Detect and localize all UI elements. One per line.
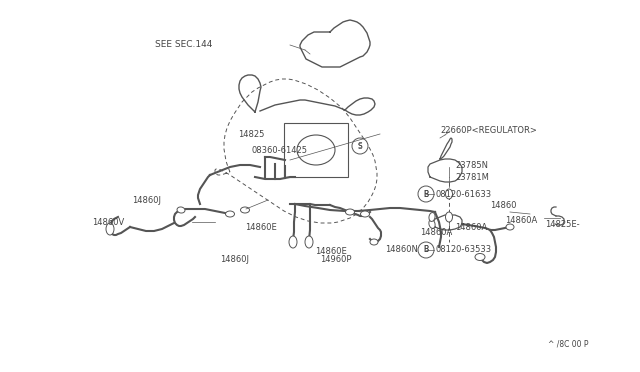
- Text: B: B: [424, 189, 429, 199]
- Text: B: B: [424, 246, 429, 254]
- Text: B: B: [424, 189, 429, 199]
- Ellipse shape: [475, 253, 485, 260]
- Ellipse shape: [506, 224, 514, 230]
- FancyBboxPatch shape: [284, 123, 348, 177]
- Text: 14860V: 14860V: [92, 218, 124, 227]
- Text: 14860E: 14860E: [245, 222, 276, 231]
- Ellipse shape: [297, 135, 335, 165]
- Text: 22660P<REGULATOR>: 22660P<REGULATOR>: [440, 125, 537, 135]
- Text: 08120-63533: 08120-63533: [436, 246, 492, 254]
- Text: 14825E-: 14825E-: [545, 219, 580, 228]
- Ellipse shape: [289, 236, 297, 248]
- Text: 14960P: 14960P: [320, 256, 351, 264]
- Ellipse shape: [429, 219, 435, 228]
- Ellipse shape: [241, 207, 250, 213]
- Circle shape: [352, 138, 368, 154]
- Circle shape: [418, 242, 434, 258]
- Ellipse shape: [429, 212, 435, 221]
- Text: 14860A: 14860A: [505, 215, 537, 224]
- Ellipse shape: [106, 223, 114, 235]
- Text: 23785N: 23785N: [455, 160, 488, 170]
- Text: ^ /8C 00 P: ^ /8C 00 P: [548, 340, 589, 349]
- Ellipse shape: [445, 189, 452, 199]
- Text: 14860N: 14860N: [385, 244, 418, 253]
- Text: 14860J: 14860J: [132, 196, 161, 205]
- Ellipse shape: [305, 236, 313, 248]
- Text: 14860A: 14860A: [420, 228, 452, 237]
- Text: 08360-61425: 08360-61425: [252, 145, 308, 154]
- Text: 14860: 14860: [490, 201, 516, 209]
- Ellipse shape: [445, 212, 452, 222]
- Text: B: B: [424, 246, 429, 254]
- Ellipse shape: [360, 211, 369, 217]
- Ellipse shape: [177, 207, 185, 213]
- Text: SEE SEC.144: SEE SEC.144: [155, 39, 212, 48]
- Ellipse shape: [346, 209, 355, 215]
- Text: S: S: [358, 143, 362, 149]
- Text: 14860A: 14860A: [455, 222, 487, 231]
- Text: 14860E: 14860E: [315, 247, 347, 257]
- Text: S: S: [358, 141, 362, 151]
- Text: 23781M: 23781M: [455, 173, 489, 182]
- Circle shape: [418, 186, 434, 202]
- Text: 14860J: 14860J: [220, 256, 249, 264]
- Text: 14825: 14825: [238, 129, 264, 138]
- Ellipse shape: [225, 211, 234, 217]
- Text: 08120-61633: 08120-61633: [436, 189, 492, 199]
- Ellipse shape: [370, 239, 378, 245]
